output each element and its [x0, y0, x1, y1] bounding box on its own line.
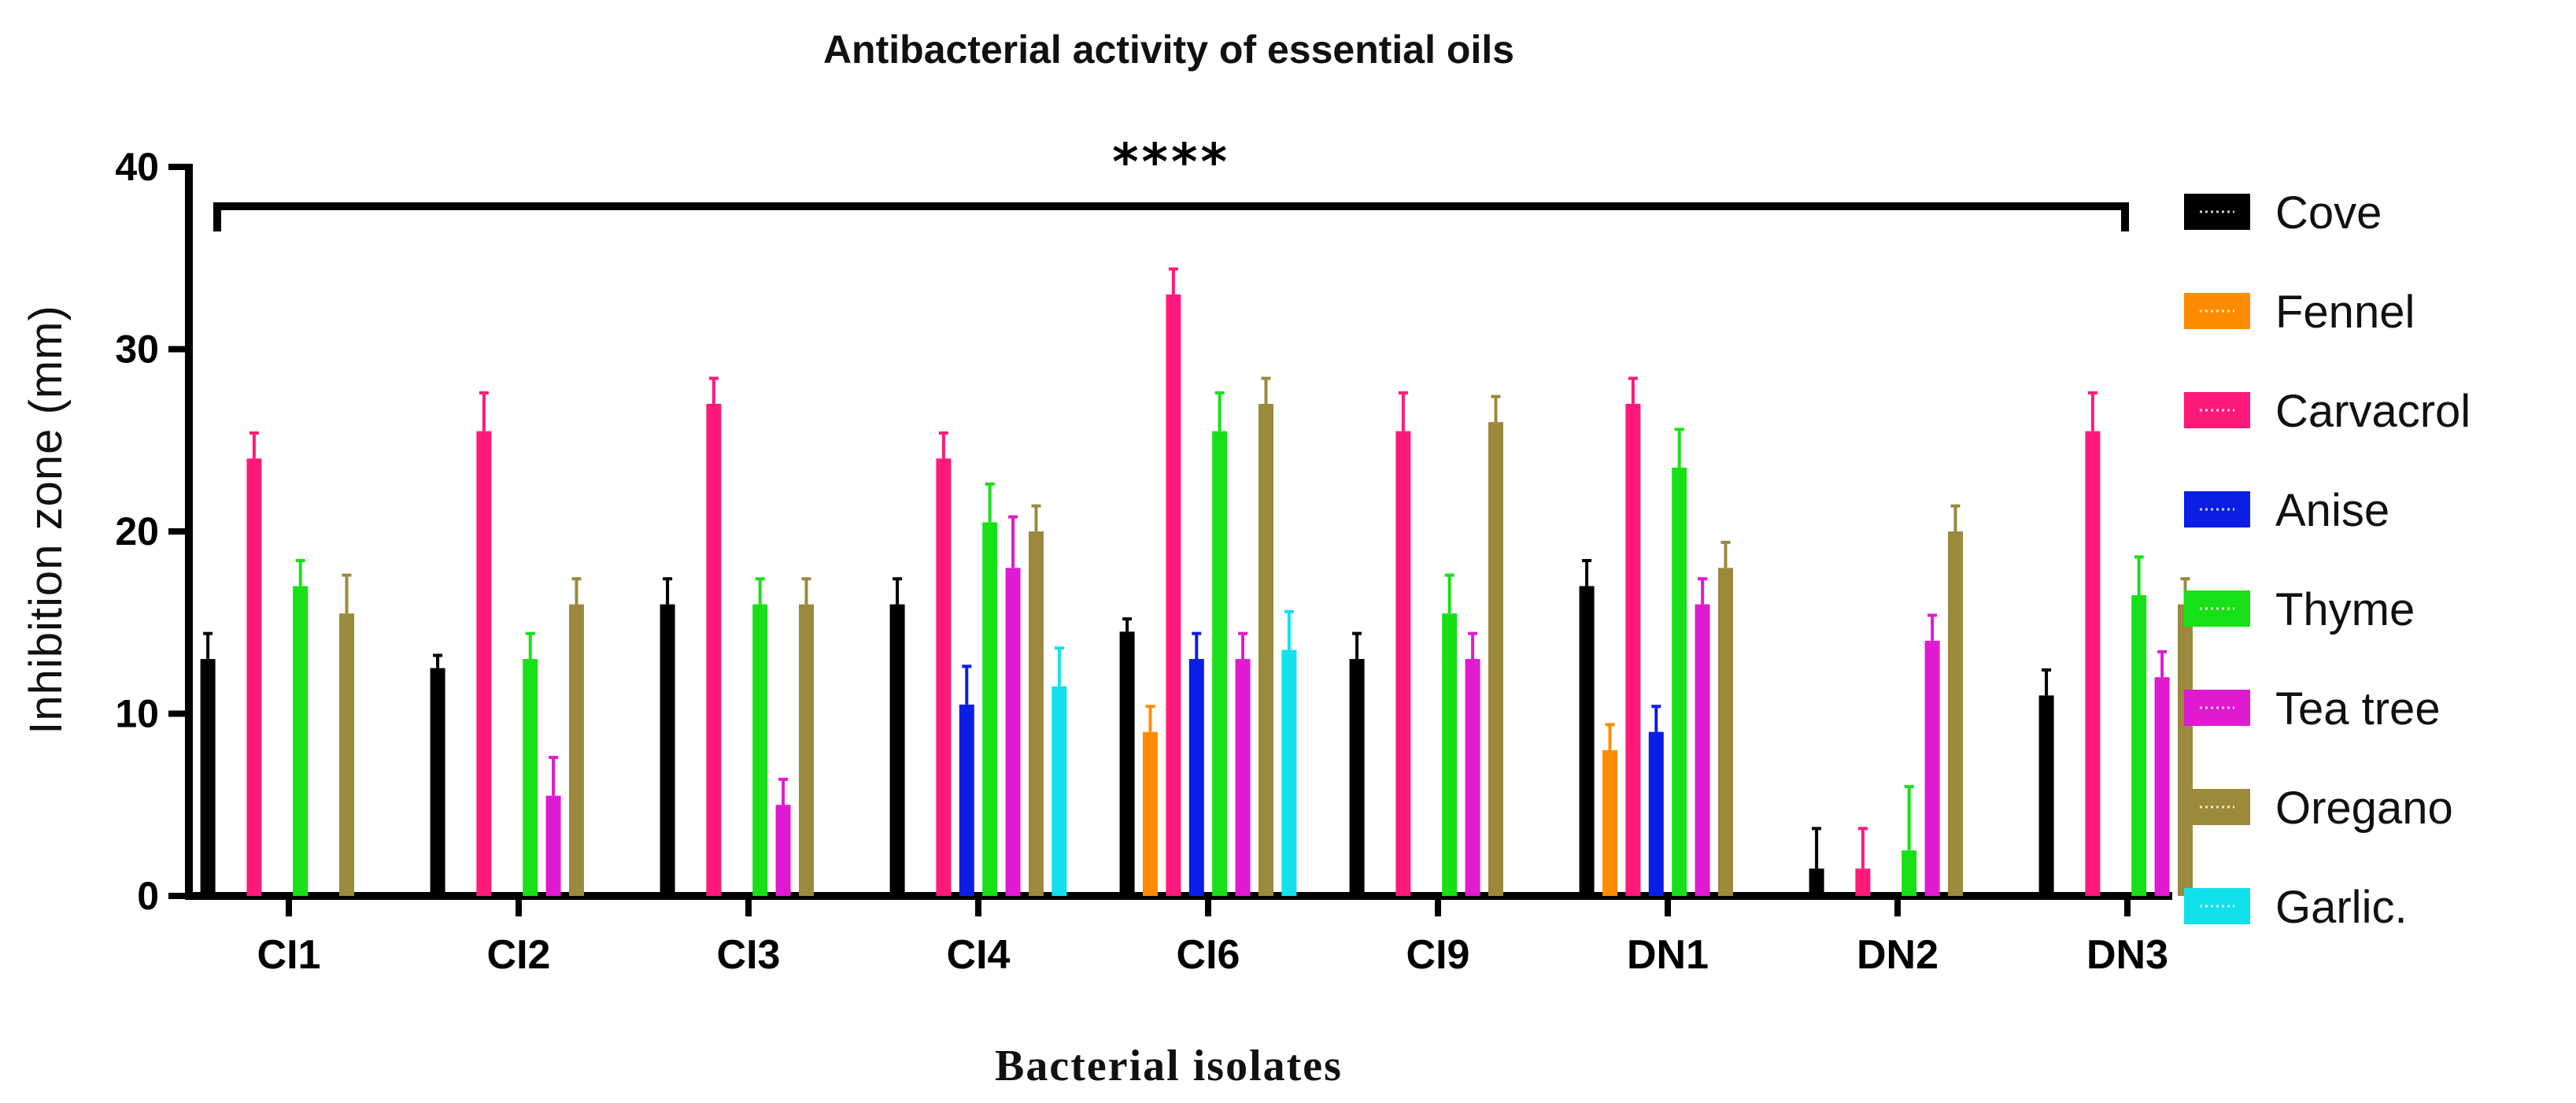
bar	[2085, 431, 2101, 896]
x-tick-label: CI9	[1406, 932, 1470, 978]
legend-label: Tea tree	[2275, 683, 2441, 735]
bar	[1902, 850, 1917, 896]
bar	[1948, 531, 1963, 896]
x-axis-label: Bacterial isolates	[995, 1042, 1343, 1090]
x-tick-label: DN3	[2086, 932, 2168, 978]
y-tick-label: 30	[115, 328, 159, 372]
bar	[1029, 531, 1044, 896]
bar	[1488, 422, 1503, 896]
legend-label: Carvacrol	[2275, 386, 2471, 437]
legend-label: Fennel	[2275, 287, 2415, 338]
bar	[2154, 677, 2170, 896]
bar	[1005, 568, 1021, 896]
bar	[1809, 868, 1824, 896]
bar	[1188, 659, 1204, 896]
bar	[1855, 868, 1871, 896]
bar	[1143, 731, 1158, 896]
bar	[523, 659, 538, 896]
bar	[1281, 650, 1297, 896]
bar	[569, 604, 584, 896]
bar	[889, 604, 905, 896]
bar	[1579, 586, 1595, 896]
bar	[936, 458, 952, 896]
x-tick-label: CI1	[257, 932, 321, 978]
bar	[1442, 613, 1458, 896]
y-axis-label: Inhibition zone (mm)	[20, 305, 72, 734]
bar	[1051, 686, 1067, 896]
chart-title: Antibacterial activity of essential oils	[823, 28, 1514, 72]
bar	[2178, 604, 2193, 896]
legend-label: Cove	[2275, 187, 2382, 239]
y-tick-label: 0	[137, 874, 159, 918]
bar	[1465, 659, 1480, 896]
x-tick-label: CI2	[487, 932, 551, 978]
significance-label: ****	[1112, 134, 1230, 192]
bar	[1212, 431, 1228, 896]
bar	[799, 604, 814, 896]
bar	[1602, 750, 1617, 896]
y-tick-label: 20	[115, 509, 159, 553]
bar	[1718, 568, 1733, 896]
bar	[959, 704, 974, 896]
bar	[752, 604, 768, 896]
bar	[775, 805, 791, 896]
bar	[1625, 403, 1641, 896]
bar	[1349, 659, 1365, 896]
bar	[1672, 467, 1687, 896]
bar	[2038, 695, 2054, 896]
bar	[1258, 403, 1273, 896]
legend-label: Oregano	[2275, 783, 2453, 834]
legend-label: Garlic.	[2275, 882, 2408, 933]
bar	[293, 586, 309, 896]
bar	[200, 659, 216, 896]
x-tick-label: CI3	[717, 932, 781, 978]
y-tick-label: 10	[115, 692, 159, 736]
bar	[430, 668, 445, 896]
y-tick-label: 40	[115, 145, 159, 189]
x-tick-label: CI4	[947, 932, 1011, 978]
legend: Cove Fennel Carvacrol Anise Thyme Tea tree Ore…	[2184, 187, 2471, 933]
legend-label: Thyme	[2275, 584, 2415, 635]
legend-label: Anise	[2275, 485, 2389, 536]
bar	[1395, 431, 1411, 896]
bar	[1235, 659, 1251, 896]
bar	[476, 431, 492, 896]
plot-area: 0 10 20 30 40 CI1 CI2 CI3 CI4 CI6 CI9 DN1 DN2 DN3	[115, 145, 2193, 978]
bar	[660, 604, 675, 896]
bar	[1924, 640, 1940, 896]
significance-bracket	[213, 202, 2129, 231]
x-tick-label: CI6	[1177, 932, 1240, 978]
bar	[982, 522, 998, 896]
bar	[339, 613, 354, 896]
bar	[706, 403, 722, 896]
bar	[1648, 731, 1664, 896]
bar	[2131, 595, 2147, 896]
bar	[1166, 294, 1181, 896]
x-tick-label: DN2	[1857, 932, 1938, 978]
bar	[1119, 631, 1135, 896]
bar	[246, 458, 262, 896]
x-tick-label: DN1	[1627, 932, 1709, 978]
bar	[545, 795, 561, 896]
bar	[1695, 604, 1710, 896]
